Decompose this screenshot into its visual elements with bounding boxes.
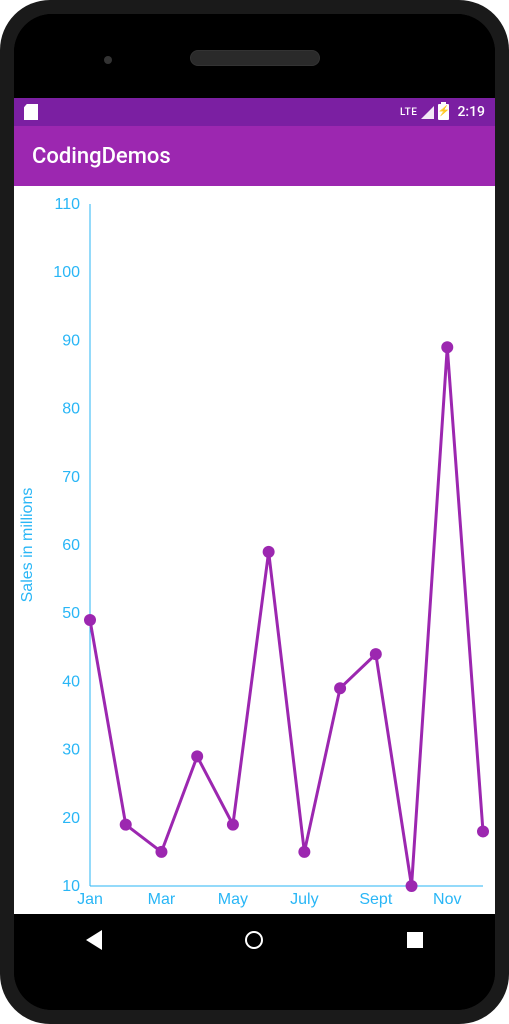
svg-text:40: 40 bbox=[62, 673, 80, 690]
sdcard-icon bbox=[24, 104, 38, 120]
chart-area: 102030405060708090100110JanMarMayJulySep… bbox=[14, 186, 495, 914]
device-bezel-top bbox=[14, 14, 495, 98]
app-title: CodingDemos bbox=[32, 144, 171, 169]
svg-text:90: 90 bbox=[62, 332, 80, 349]
speaker-grill-icon bbox=[190, 50, 320, 66]
svg-text:Jan: Jan bbox=[77, 891, 103, 908]
camera-icon bbox=[104, 56, 112, 64]
svg-text:50: 50 bbox=[62, 605, 80, 622]
svg-text:Mar: Mar bbox=[148, 891, 176, 908]
home-button[interactable] bbox=[243, 929, 265, 951]
app-bar: CodingDemos bbox=[14, 126, 495, 186]
back-button[interactable] bbox=[83, 929, 105, 951]
status-bar: LTE ⚡ 2:19 bbox=[14, 98, 495, 126]
recents-icon bbox=[407, 932, 423, 948]
home-icon bbox=[245, 931, 263, 949]
battery-bolt-icon: ⚡ bbox=[438, 107, 450, 117]
lte-label: LTE bbox=[400, 107, 417, 118]
device-inner: LTE ⚡ 2:19 CodingDemos 10203040506070809… bbox=[14, 14, 495, 1010]
navigation-bar bbox=[14, 914, 495, 966]
device-bezel-bottom bbox=[14, 966, 495, 1010]
svg-text:20: 20 bbox=[62, 810, 80, 827]
svg-text:July: July bbox=[290, 891, 318, 908]
svg-text:Sales in millions: Sales in millions bbox=[19, 488, 36, 603]
svg-text:110: 110 bbox=[54, 196, 80, 213]
svg-text:30: 30 bbox=[62, 742, 80, 759]
svg-text:80: 80 bbox=[62, 401, 80, 418]
svg-text:70: 70 bbox=[62, 469, 80, 486]
svg-text:100: 100 bbox=[53, 264, 80, 281]
svg-text:May: May bbox=[218, 891, 248, 908]
device-frame: LTE ⚡ 2:19 CodingDemos 10203040506070809… bbox=[0, 0, 509, 1024]
svg-text:Nov: Nov bbox=[433, 891, 461, 908]
back-icon bbox=[86, 930, 102, 950]
signal-icon bbox=[421, 106, 434, 119]
screen: LTE ⚡ 2:19 CodingDemos 10203040506070809… bbox=[14, 98, 495, 966]
battery-icon: ⚡ bbox=[438, 104, 449, 120]
svg-text:60: 60 bbox=[62, 537, 80, 554]
recents-button[interactable] bbox=[404, 929, 426, 951]
status-bar-right: LTE ⚡ 2:19 bbox=[400, 104, 485, 120]
sales-line-chart: 102030405060708090100110JanMarMayJulySep… bbox=[14, 186, 495, 914]
status-bar-left bbox=[24, 104, 38, 120]
clock-label: 2:19 bbox=[457, 104, 485, 120]
svg-text:Sept: Sept bbox=[359, 891, 392, 908]
